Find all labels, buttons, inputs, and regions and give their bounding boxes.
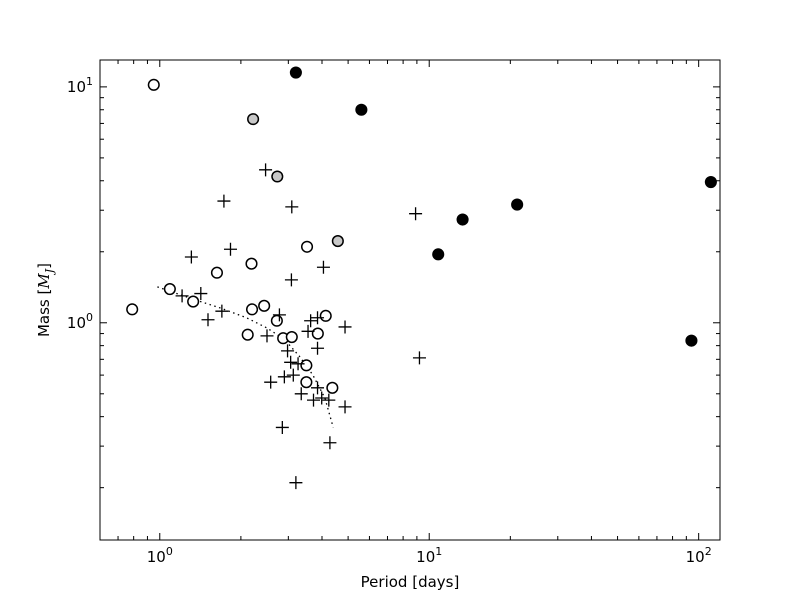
y-axis-label-prefix: Mass [ <box>35 289 53 337</box>
plus-marker <box>223 242 237 256</box>
filled-circle-marker <box>289 66 302 79</box>
plus-marker <box>277 370 291 384</box>
plus-marker <box>301 324 315 338</box>
plus-marker <box>307 393 321 407</box>
open-circle-marker <box>210 266 223 279</box>
plus-marker <box>285 200 299 214</box>
y-axis-label-symbol: M <box>35 273 53 290</box>
filled-circle-marker <box>456 213 469 226</box>
plus-marker <box>272 308 286 322</box>
plus-marker <box>338 320 352 334</box>
open-circle-marker <box>126 303 139 316</box>
plus-marker <box>409 207 423 221</box>
plus-marker <box>260 329 274 343</box>
open-circle-marker <box>300 359 313 372</box>
x-tick-label-exponent: 1 <box>435 545 442 558</box>
plus-marker <box>323 436 337 450</box>
open-circle-marker <box>285 330 298 344</box>
x-tick-label-exponent: 0 <box>166 545 173 558</box>
plus-marker <box>284 355 298 369</box>
filled-circle-marker <box>511 198 524 211</box>
plus-marker <box>175 289 189 303</box>
data-points <box>126 66 717 490</box>
open-circle-marker <box>319 309 332 322</box>
y-tick-label-base: 10 <box>67 78 86 96</box>
x-axis-label: Period [days] <box>361 573 460 591</box>
open-circle-marker <box>245 303 259 316</box>
plus-marker <box>322 393 336 407</box>
x-tick-label-base: 10 <box>686 548 705 566</box>
x-tick-label-base: 10 <box>147 548 166 566</box>
plus-marker <box>338 400 352 414</box>
plus-marker <box>311 341 325 355</box>
plus-marker <box>304 314 318 328</box>
plus-marker <box>315 391 329 405</box>
y-tick-label: 101 <box>67 75 93 96</box>
open-circle-marker <box>163 282 176 296</box>
x-tick-label-exponent: 2 <box>705 545 712 558</box>
gray-circle-marker <box>271 170 284 183</box>
plus-marker <box>275 420 289 434</box>
plus-marker <box>311 381 325 395</box>
plus-marker <box>259 163 273 177</box>
y-axis-label-suffix: ] <box>35 263 53 269</box>
gray-circle-marker <box>331 235 344 248</box>
x-tick-label: 100 <box>147 545 173 566</box>
x-tick-labels: 100 101 102 <box>147 545 712 566</box>
filled-circle-marker <box>355 103 368 116</box>
plot-frame <box>99 59 721 541</box>
y-tick-label-exponent: 1 <box>86 75 93 88</box>
filled-circle-marker <box>704 175 717 189</box>
plus-marker <box>215 304 229 318</box>
plus-marker <box>284 273 298 287</box>
plus-marker <box>201 313 215 327</box>
open-circle-marker <box>300 376 313 389</box>
open-circle-marker <box>241 328 254 341</box>
filled-circle-marker <box>685 334 698 347</box>
plus-marker <box>194 287 208 301</box>
y-axis-label-subscript: J <box>43 268 56 275</box>
minor-ticks <box>99 60 720 540</box>
open-circle-marker <box>300 240 314 253</box>
y-axis-label: Mass [MJ] <box>35 263 56 337</box>
y-tick-label-base: 10 <box>67 314 86 332</box>
open-circle-marker <box>258 299 271 312</box>
x-tick-label-base: 10 <box>416 548 435 566</box>
plus-marker <box>412 351 426 365</box>
x-tick-label: 102 <box>686 545 712 566</box>
plus-marker <box>294 387 308 401</box>
x-tick-label: 101 <box>416 545 442 566</box>
plus-marker <box>289 476 303 490</box>
major-ticks <box>100 60 720 540</box>
plus-marker <box>291 357 305 371</box>
open-circle-marker <box>147 78 160 91</box>
plus-marker <box>311 311 325 325</box>
y-tick-label: 100 <box>67 311 93 332</box>
open-circle-marker <box>245 257 258 270</box>
open-circle-marker <box>311 327 324 340</box>
plus-marker <box>281 344 295 358</box>
open-circle-marker <box>326 381 339 394</box>
plus-marker <box>217 194 231 208</box>
plus-marker <box>184 250 198 264</box>
plus-marker <box>286 368 300 382</box>
y-tick-label-exponent: 0 <box>86 311 93 324</box>
gray-circle-marker <box>247 113 260 126</box>
plus-marker <box>264 375 278 389</box>
filled-circle-marker <box>432 248 445 261</box>
open-circle-marker <box>187 295 200 308</box>
open-circle-marker <box>270 314 283 327</box>
plus-marker <box>316 260 330 274</box>
